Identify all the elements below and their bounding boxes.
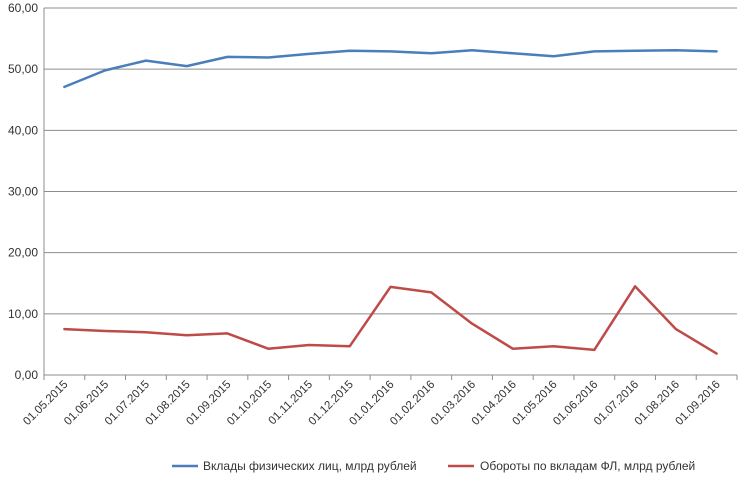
- series-line-1: [63, 48, 718, 89]
- legend: Вклады физических лиц, млрд рублей Оборот…: [172, 459, 695, 473]
- gridlines: [44, 7, 737, 315]
- y-tick-label: 10,00: [8, 307, 38, 321]
- series-lines: [63, 48, 718, 355]
- y-tick-label: 0,00: [15, 368, 39, 382]
- y-axis-tick-labels: 0,00 10,00 20,00 30,00 40,00 50,00 60,00: [8, 1, 38, 382]
- y-tick-label: 40,00: [8, 123, 38, 137]
- series-line-2: [63, 285, 718, 355]
- legend-label: Обороты по вкладам ФЛ, млрд рублей: [480, 459, 695, 473]
- y-tick-label: 20,00: [8, 246, 38, 260]
- x-tick-label: 01.09.2016: [674, 379, 723, 428]
- axes: [43, 8, 738, 380]
- x-axis-tick-labels: 01.05.201501.06.201501.07.201501.08.2015…: [21, 379, 722, 428]
- y-tick-label: 50,00: [8, 62, 38, 76]
- legend-label: Вклады физических лиц, млрд рублей: [203, 459, 417, 473]
- y-tick-label: 60,00: [8, 1, 38, 15]
- y-tick-label: 30,00: [8, 185, 38, 199]
